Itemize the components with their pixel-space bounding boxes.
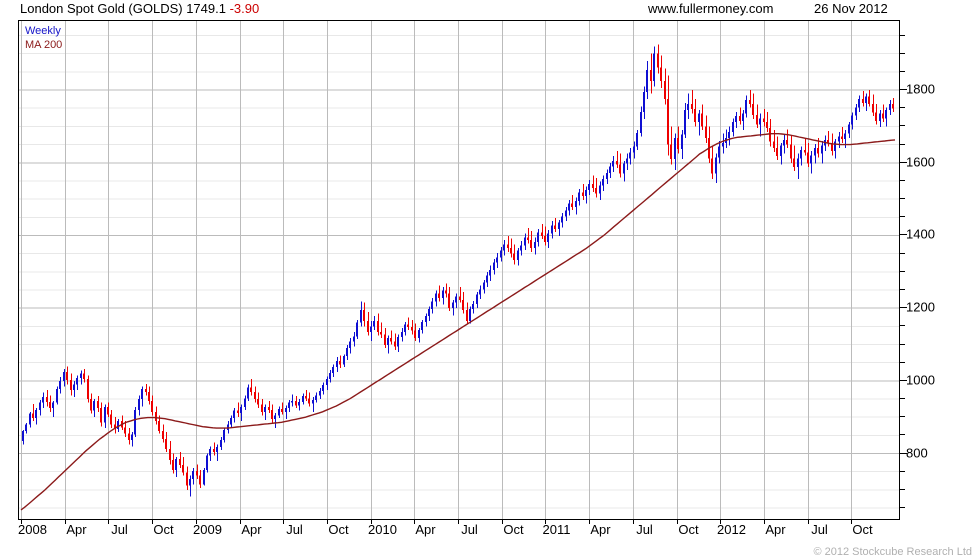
y-axis-label: 800 <box>906 445 928 461</box>
y-axis-tick <box>900 143 905 145</box>
x-axis-label: 2009 <box>193 522 222 537</box>
y-axis-tick <box>900 252 905 254</box>
y-axis-tick <box>900 288 905 290</box>
y-axis-tick <box>900 398 905 400</box>
y-axis-tick <box>900 361 905 363</box>
y-axis: 800 1000 1200 1400 1600 1800 <box>902 20 980 520</box>
x-axis-tick <box>807 520 809 524</box>
y-axis-tick <box>900 89 907 91</box>
x-axis-tick <box>282 520 284 524</box>
y-axis-tick <box>900 343 905 345</box>
price-series-layer <box>20 44 896 511</box>
x-axis-tick <box>151 520 153 524</box>
x-axis-label: 2008 <box>18 522 47 537</box>
y-axis-label: 1800 <box>906 81 935 97</box>
y-axis-tick <box>900 488 905 490</box>
x-axis-tick <box>20 520 22 524</box>
x-axis-tick <box>413 520 415 524</box>
x-axis-tick <box>632 520 634 524</box>
x-axis-label: Jul <box>811 522 828 537</box>
y-axis-label: 1200 <box>906 299 935 315</box>
x-axis-label: Oct <box>852 522 873 537</box>
x-axis-label: Jul <box>461 522 478 537</box>
y-axis-tick <box>900 270 905 272</box>
x-axis-tick <box>107 520 109 524</box>
plot-area[interactable]: Weekly MA 200 <box>18 20 900 520</box>
x-axis-tick <box>64 520 66 524</box>
x-axis-label: Oct <box>328 522 349 537</box>
price-change: -3.90 <box>229 1 260 16</box>
x-axis-label: Apr <box>415 522 436 537</box>
website-label: www.fullermoney.com <box>648 1 774 16</box>
instrument-title: London Spot Gold (GOLDS) 1749.1 <box>20 1 226 16</box>
x-axis-tick <box>719 520 721 524</box>
x-axis-label: 2010 <box>368 522 397 537</box>
x-axis: 2008 Apr Jul Oct 2009 Apr Jul Oct 2010 Apr Jul Oct 2… <box>0 522 980 544</box>
x-axis-label: Oct <box>678 522 699 537</box>
y-axis-label: 1000 <box>906 372 935 388</box>
y-axis-tick <box>900 452 907 454</box>
x-axis-tick <box>850 520 852 524</box>
y-axis-label: 1600 <box>906 154 935 170</box>
y-axis-tick <box>900 234 907 236</box>
x-axis-label: Jul <box>636 522 653 537</box>
y-axis-tick <box>900 52 905 54</box>
x-axis-label: Apr <box>590 522 611 537</box>
y-axis-tick <box>900 34 905 36</box>
y-axis-label: 1400 <box>906 226 935 242</box>
y-axis-tick <box>900 434 905 436</box>
y-axis-tick <box>900 470 905 472</box>
y-axis-tick <box>900 125 905 127</box>
x-axis-tick <box>457 520 459 524</box>
x-axis-tick <box>763 520 765 524</box>
y-axis-tick <box>900 161 907 163</box>
x-axis-tick <box>195 520 197 524</box>
x-axis-label: Oct <box>503 522 524 537</box>
x-axis-tick <box>326 520 328 524</box>
x-axis-tick <box>544 520 546 524</box>
x-axis-label: Jul <box>111 522 128 537</box>
y-axis-tick <box>900 179 905 181</box>
y-axis-tick <box>900 325 905 327</box>
chart-header: London Spot Gold (GOLDS) 1749.1 -3.90 ww… <box>0 0 980 20</box>
x-axis-label: 2011 <box>542 522 571 537</box>
x-axis-label: Jul <box>286 522 303 537</box>
x-axis-tick <box>588 520 590 524</box>
x-axis-tick <box>501 520 503 524</box>
x-axis-label: Oct <box>153 522 174 537</box>
x-axis-label: 2012 <box>717 522 746 537</box>
x-axis-label: Apr <box>66 522 87 537</box>
y-axis-tick <box>900 379 907 381</box>
y-axis-tick <box>900 216 905 218</box>
chart-date: 26 Nov 2012 <box>814 1 888 16</box>
y-axis-tick <box>900 307 907 309</box>
x-axis-label: Apr <box>765 522 786 537</box>
x-axis-label: Apr <box>241 522 262 537</box>
y-axis-tick <box>900 198 905 200</box>
x-axis-tick <box>370 520 372 524</box>
y-axis-tick <box>900 507 905 509</box>
y-axis-tick <box>900 416 905 418</box>
page-title: London Spot Gold (GOLDS) 1749.1 -3.90 <box>20 1 259 16</box>
copyright-notice: © 2012 Stockcube Research Ltd <box>813 546 972 558</box>
x-axis-tick <box>239 520 241 524</box>
x-axis-tick <box>676 520 678 524</box>
y-axis-tick <box>900 107 905 109</box>
y-axis-tick <box>900 70 905 72</box>
